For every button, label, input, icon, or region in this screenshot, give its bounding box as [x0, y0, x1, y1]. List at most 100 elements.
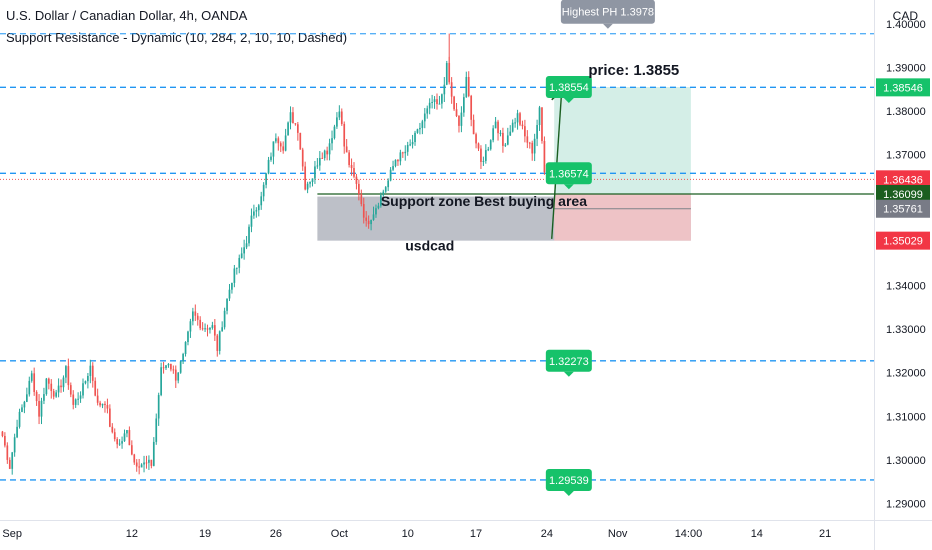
candle-body [506, 135, 509, 145]
candle-body [194, 311, 197, 316]
y-tick-label: 1.37000 [886, 150, 926, 162]
candle-body [91, 365, 94, 381]
candle-body [26, 394, 28, 402]
candle-body [55, 392, 58, 397]
candle-body [509, 131, 512, 136]
candle-body [426, 108, 429, 114]
x-tick-label: 24 [541, 528, 553, 540]
y-tick-label: 1.34000 [886, 280, 926, 292]
candle-body [441, 94, 443, 104]
candle-body [384, 187, 387, 192]
candle-body [18, 411, 21, 427]
candle-body [538, 107, 541, 126]
candle-body [287, 122, 289, 136]
candle-body [243, 247, 245, 254]
candle-body [99, 402, 101, 406]
candle-body [431, 101, 433, 103]
badge-pointer [563, 490, 574, 496]
x-tick-label: 19 [199, 528, 211, 540]
candle-body [309, 182, 311, 184]
candle-body [533, 138, 536, 154]
candle-body [382, 191, 385, 196]
candle-body [33, 373, 36, 392]
candle-body [294, 123, 297, 125]
candle-body [387, 180, 390, 188]
candle-body [189, 321, 192, 332]
candle-body [11, 452, 14, 469]
candle-body [172, 369, 175, 371]
candle-body [267, 159, 270, 174]
x-tick-label: 10 [402, 528, 414, 540]
candle-body [226, 298, 228, 311]
candle-body [284, 135, 287, 151]
candle-body [123, 433, 126, 442]
candle-body [245, 243, 248, 248]
candle-body [484, 150, 487, 161]
candle-body [113, 432, 116, 440]
candle-body [94, 380, 97, 396]
candle-body [531, 142, 534, 154]
candle-body [487, 149, 490, 151]
candle-body [257, 205, 260, 211]
candle-body [167, 364, 170, 366]
candle-body [199, 319, 202, 329]
candle-body [148, 459, 150, 463]
level-price-label: 1.38554 [549, 82, 589, 94]
candle-body [223, 310, 226, 328]
candle-body [6, 445, 9, 460]
candle-body [77, 398, 79, 400]
candle-body [328, 143, 331, 155]
candle-body [467, 76, 470, 96]
candle-body [67, 366, 70, 386]
candle-body [370, 219, 372, 225]
level-price-badge [545, 162, 592, 185]
candle-body [238, 257, 241, 268]
candle-body [255, 210, 258, 212]
candle-body [336, 117, 338, 127]
candle-body [30, 373, 33, 381]
candle-body [204, 328, 206, 330]
candle-body [8, 459, 11, 469]
candle-body [489, 140, 492, 150]
level-price-badge [545, 468, 592, 491]
candle-body [165, 365, 167, 369]
candle-body [174, 369, 177, 381]
target-price-annotation: price: 1.3855 [588, 62, 679, 79]
candle-body [196, 315, 199, 320]
candle-body [343, 123, 346, 147]
candle-body [50, 383, 53, 392]
candle-body [179, 361, 182, 373]
candle-body [416, 129, 419, 133]
candle-body [28, 380, 31, 395]
candle-body [519, 113, 521, 125]
badge-pointer [563, 184, 574, 190]
candle-body [162, 367, 165, 369]
y-tick-label: 1.33000 [886, 324, 926, 336]
candle-body [155, 418, 158, 442]
candle-body [526, 136, 529, 143]
candle-body [304, 166, 307, 190]
candle-body [350, 165, 353, 169]
highest-ph-label: Highest PH 1.3978 [562, 7, 654, 19]
candle-body [524, 126, 526, 137]
symbol-annotation: usdcad [405, 238, 454, 254]
x-tick-label: 17 [470, 528, 482, 540]
candle-body [89, 365, 92, 376]
candle-body [360, 194, 363, 205]
candle-body [250, 215, 253, 227]
candle-body [253, 211, 255, 216]
candle-body [23, 401, 26, 408]
candle-body [216, 335, 219, 351]
candle-body [399, 152, 402, 162]
candle-body [201, 328, 204, 330]
candle-body [421, 121, 424, 128]
axis-price-badge [876, 170, 930, 189]
candle-body [338, 111, 341, 118]
x-tick-label: 14 [751, 528, 763, 540]
candle-body [541, 107, 543, 142]
candle-body [35, 391, 38, 402]
candle-body [121, 441, 123, 444]
candle-body [419, 127, 421, 130]
candle-body [47, 378, 50, 384]
